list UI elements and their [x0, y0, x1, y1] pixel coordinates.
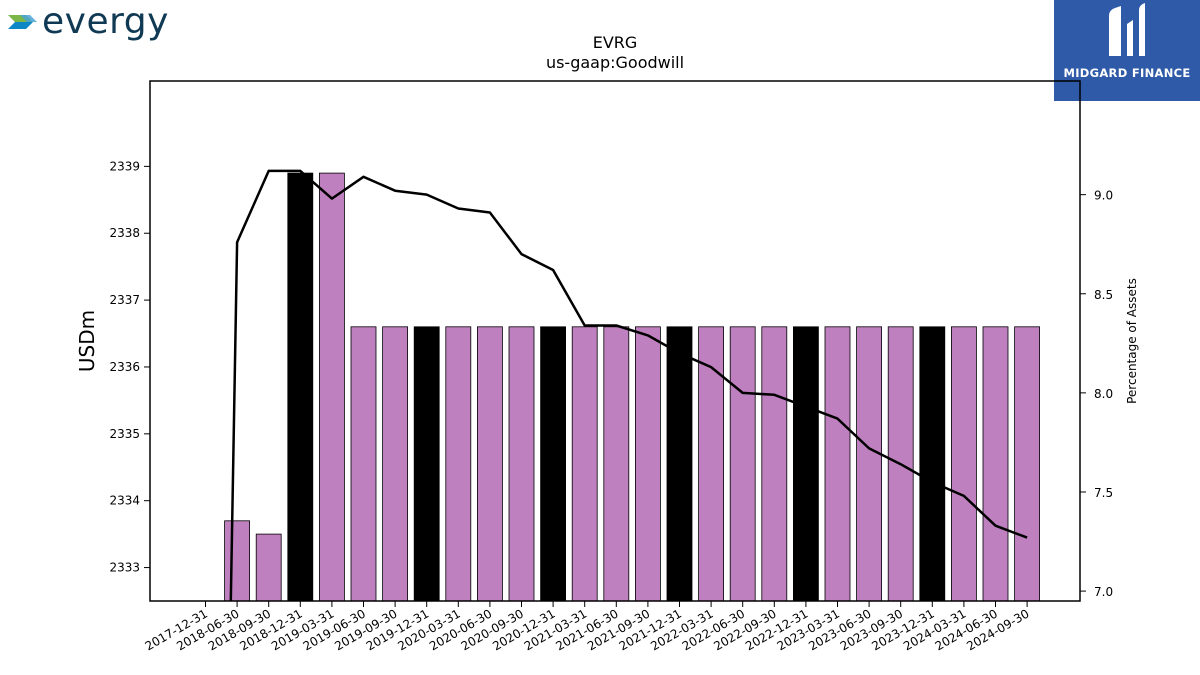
y2-axis-label: Percentage of Assets	[1125, 278, 1139, 404]
goodwill-bar	[729, 326, 756, 602]
goodwill-bar	[287, 172, 314, 602]
goodwill-bar	[824, 326, 851, 602]
y-tick-label: 2334	[109, 494, 140, 508]
goodwill-bar	[540, 326, 566, 602]
goodwill-bar	[382, 326, 409, 602]
y2-tick-label: 9.0	[1094, 189, 1113, 203]
chart-subtitle: us-gaap:Goodwill	[546, 53, 684, 72]
y-tick-label: 2335	[109, 427, 140, 441]
midgard-monogram-logo	[1109, 3, 1145, 56]
y2-tick-label: 8.0	[1094, 387, 1113, 401]
goodwill-bar	[919, 326, 946, 602]
y-axis-ticks: 2333 2334 2335 2336 2337 2338 2339	[109, 159, 150, 575]
y2-tick-label: 7.0	[1094, 585, 1113, 599]
goodwill-bar	[666, 326, 693, 602]
goodwill-bar	[255, 533, 282, 602]
goodwill-bar	[318, 172, 345, 602]
y-tick-label: 2333	[109, 561, 140, 575]
y2-tick-label: 7.5	[1094, 486, 1113, 500]
goodwill-bar	[856, 326, 882, 602]
goodwill-bar	[1014, 326, 1040, 602]
y-tick-label: 2339	[109, 159, 140, 173]
goodwill-bar	[761, 326, 788, 602]
goodwill-bar	[571, 326, 598, 602]
evergy-chevron-logo	[8, 15, 37, 29]
brand-logo: evergy	[6, 0, 169, 44]
goodwill-bar	[508, 326, 535, 602]
goodwill-bar	[793, 326, 819, 602]
sponsor-name: MIDGARD FINANCE	[1063, 66, 1191, 80]
goodwill-bar	[951, 326, 977, 602]
goodwill-bar	[603, 326, 630, 602]
y2-tick-label: 8.5	[1094, 288, 1113, 302]
goodwill-bar	[982, 326, 1009, 602]
percentage-line	[229, 169, 1028, 602]
goodwill-bar	[350, 326, 377, 602]
brand-name: evergy	[42, 1, 169, 42]
y2-axis-ticks: 7.0 7.5 8.0 8.5 9.0	[1080, 189, 1113, 599]
goodwill-bar	[476, 326, 503, 602]
goodwill-bar	[413, 326, 440, 602]
y-tick-label: 2338	[109, 226, 140, 240]
goodwill-bar	[635, 326, 661, 602]
goodwill-bar	[224, 520, 251, 602]
plot-frame	[149, 80, 1081, 602]
bar-series	[224, 172, 1040, 602]
y-tick-label: 2337	[109, 293, 140, 307]
goodwill-bar	[445, 326, 472, 602]
y-axis-label: USDm	[75, 310, 99, 372]
y-tick-label: 2336	[109, 360, 140, 374]
sponsor-badge: MIDGARD FINANCE	[1054, 0, 1200, 101]
x-axis-ticks: 2017-12-312018-06-302018-09-302018-12-31…	[143, 601, 1032, 653]
chart-title: EVRG	[593, 33, 638, 52]
